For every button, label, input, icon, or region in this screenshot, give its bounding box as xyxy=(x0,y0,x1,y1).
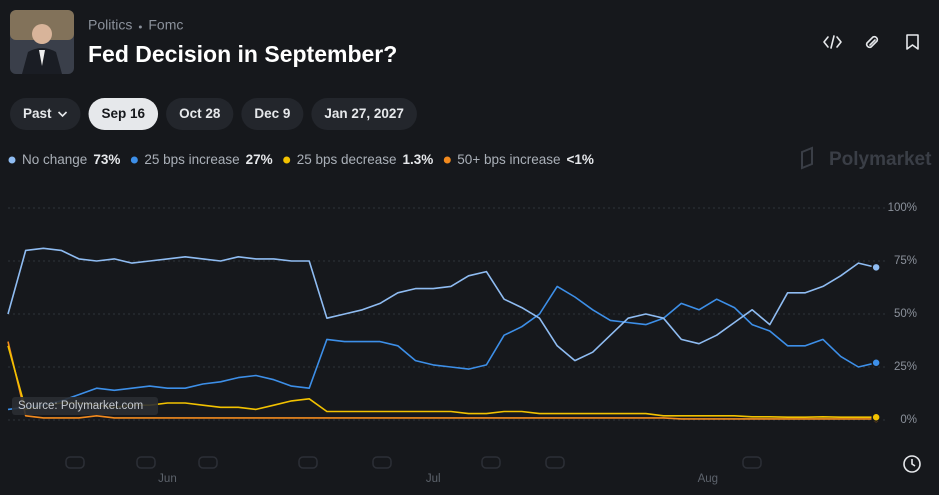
series-line xyxy=(7,285,877,411)
breadcrumb-separator xyxy=(138,25,142,29)
tab-background xyxy=(311,98,417,130)
bookmark-button[interactable] xyxy=(906,34,919,50)
legend-name: 50+ bps increase xyxy=(457,152,560,167)
dropdown-chevron xyxy=(57,111,68,118)
link-button[interactable] xyxy=(865,35,879,49)
y-tick-label: 0% xyxy=(900,414,917,426)
tab[interactable]: Dec 9 xyxy=(241,98,304,130)
legend-name: 25 bps increase xyxy=(144,152,239,167)
brand-logo: Polymarket xyxy=(801,146,932,170)
series-endpoint xyxy=(871,262,881,273)
source-text: Source: Polymarket.com xyxy=(18,400,143,412)
y-tick-label: 25% xyxy=(894,361,917,373)
tab-label: Dec 9 xyxy=(254,106,290,121)
brand-name: Polymarket xyxy=(829,149,932,170)
plot-area: 0% 25% 50% 75% 100% Jun Jul Aug xyxy=(7,202,917,485)
x-tick-label: Jul xyxy=(426,473,441,485)
legend-swatch xyxy=(443,156,451,164)
tab[interactable]: Oct 28 xyxy=(166,98,234,130)
tab-label: Jan 27, 2027 xyxy=(324,106,404,121)
tab-label: Sep 16 xyxy=(102,106,146,121)
tab-row: Past Sep 16 Oct 28 Dec 9 Jan 27, 2027 xyxy=(10,98,417,130)
legend-name: No change xyxy=(22,152,87,167)
tab-background xyxy=(241,98,304,130)
legend-value: 1.3% xyxy=(403,152,434,167)
legend: No change 73% 25 bps increase 27% 25 bps dec… xyxy=(8,152,594,167)
time-range-handles xyxy=(65,456,762,469)
history-button[interactable] xyxy=(903,455,921,473)
x-tick-label: Aug xyxy=(698,473,718,485)
tab[interactable]: Jan 27, 2027 xyxy=(311,98,417,130)
market-title: Fed Decision in September? xyxy=(88,41,397,67)
legend-value: <1% xyxy=(567,152,594,167)
breadcrumb[interactable]: Politics xyxy=(88,17,132,33)
legend-swatch xyxy=(283,156,291,164)
x-tick-label: Jun xyxy=(158,473,177,485)
legend-name: 25 bps decrease xyxy=(297,152,397,167)
tab-background xyxy=(166,98,234,130)
tab-label: Past xyxy=(23,106,52,121)
source-label: Source: Polymarket.com xyxy=(12,397,158,415)
series-line xyxy=(7,341,877,420)
series-endpoint xyxy=(871,412,881,422)
legend-value: 73% xyxy=(93,152,120,167)
legend-swatch xyxy=(130,156,138,164)
tab-background xyxy=(88,98,159,130)
breadcrumb[interactable]: Fomc xyxy=(148,17,183,33)
y-tick-label: 50% xyxy=(894,308,917,320)
tab[interactable]: Sep 16 xyxy=(88,98,159,130)
tab-label: Oct 28 xyxy=(179,106,221,121)
market-thumbnail xyxy=(10,10,74,74)
legend-value: 27% xyxy=(246,152,273,167)
series-line xyxy=(7,247,877,362)
legend-swatch xyxy=(8,156,16,164)
series-endpoint xyxy=(871,358,881,368)
embed-button[interactable] xyxy=(823,35,842,49)
y-tick-label: 75% xyxy=(894,255,917,267)
y-tick-label: 100% xyxy=(888,202,917,214)
tab[interactable]: Past xyxy=(10,98,81,130)
tab-background xyxy=(10,98,81,130)
